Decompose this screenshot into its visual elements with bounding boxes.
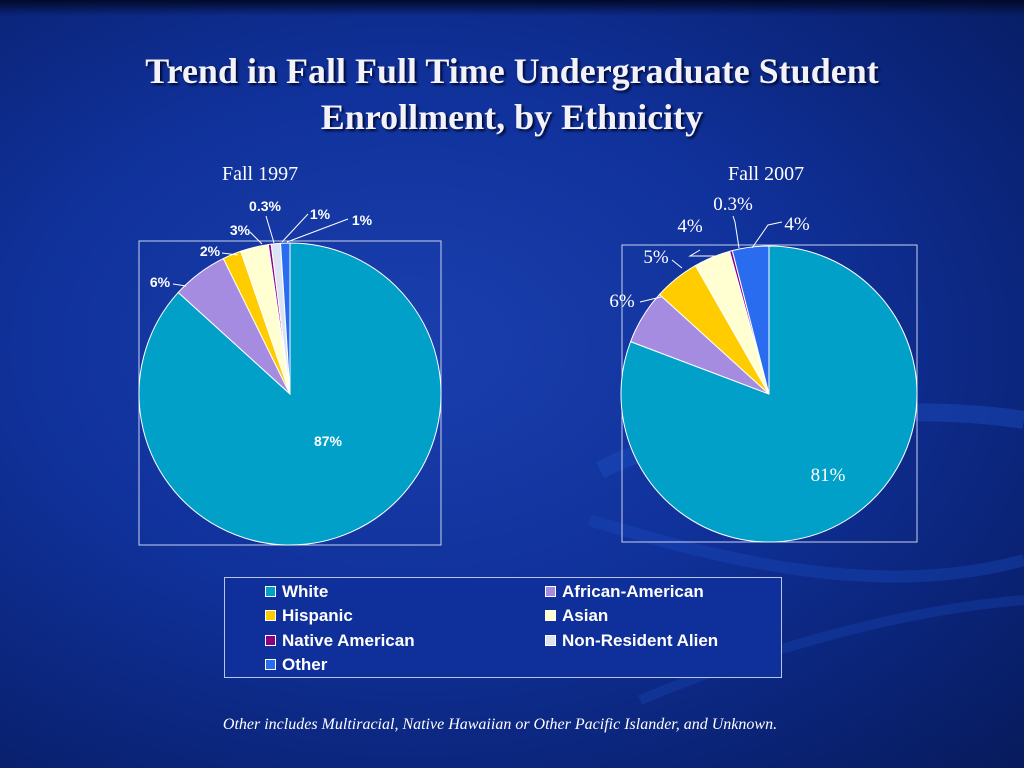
pie-2007-slice-other [731,245,770,395]
pie-2007-leader-african-american [639,296,662,303]
pie-2007-leader-other [751,221,783,249]
footnote: Other includes Multiracial, Native Hawai… [222,716,778,733]
pie-1997-leader-african-american [172,283,187,287]
pie-1997-leader-other [286,218,349,243]
pie-1997-title: Fall 1997 [222,163,299,185]
legend-swatch-african-american [545,585,556,597]
pie-1997-slice-other [280,242,291,395]
slide-title-line-1: Trend in Fall Full Time Undergraduate St… [145,51,879,91]
pie-1997-label-asian: 3% [230,222,251,238]
legend-item-hispanic: Hispanic [265,605,353,627]
legend-label-white: White [282,582,329,601]
pie-2007-label-hispanic: 5% [643,247,669,268]
pie-1997-leader-asian [249,231,263,245]
pie-2007-label-white: 81% [811,465,846,486]
legend-item-african-american: African-American [545,581,704,603]
legend-item-white: White [265,581,328,603]
pie-1997-label-other: 1% [352,212,373,228]
pie-1997-label-hispanic: 2% [200,243,221,259]
legend-swatch-native-american [265,634,276,646]
legend-label-native-american: Native American [282,631,415,650]
legend-item-other: Other [265,654,327,676]
slide-title-line-2: Enrollment, by Ethnicity [320,97,704,137]
pie-1997-leader-non-resident-alien [281,213,309,243]
legend-label-hispanic: Hispanic [282,606,353,625]
legend-item-native-american: Native American [265,630,415,652]
pie-2007-label-other: 4% [784,214,810,235]
legend-label-non-resident-alien: Non-Resident Alien [562,631,719,650]
legend-swatch-asian [545,609,556,621]
pie-1997-label-non-resident-alien: 1% [310,206,331,222]
pie-2007-leader-asian [688,249,717,257]
pie-1997-label-african-american: 6% [150,274,171,290]
pie-2007-title: Fall 2007 [728,163,805,185]
pie-2007-leader-hispanic [671,259,683,269]
pie-2007-label-asian: 4% [677,216,703,237]
pie-1997-leader-hispanic [221,252,239,256]
slide-title: Trend in Fall Full Time Undergraduate St… [62,48,962,140]
pie-2007-leader-native-american [732,215,740,249]
legend-swatch-non-resident-alien [545,634,556,646]
legend-swatch-white [265,585,276,597]
pie-2007-label-native-american: 0.3% [713,194,753,215]
top-shadow-bar [0,0,1024,16]
pie-1997-label-native-american: 0.3% [249,198,281,214]
pie-1997-leader-native-american [265,215,275,244]
legend-label-other: Other [282,655,328,674]
legend-swatch-hispanic [265,609,276,621]
legend-label-asian: Asian [562,606,609,625]
legend-item-non-resident-alien: Non-Resident Alien [545,630,718,652]
pie-1997-label-white: 87% [314,433,343,449]
chart-legend: White African-American Hispanic Asian Na… [224,577,782,678]
legend-item-asian: Asian [545,605,608,627]
pie-2007-label-african-american: 6% [609,291,635,312]
legend-swatch-other [265,658,276,670]
legend-label-african-american: African-American [562,582,704,601]
